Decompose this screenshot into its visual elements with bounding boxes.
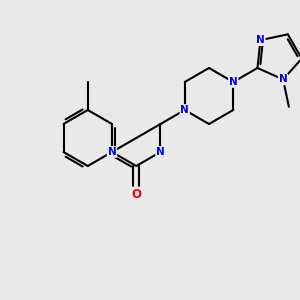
Text: N: N	[156, 147, 165, 157]
Text: N: N	[180, 105, 189, 115]
Text: N: N	[279, 74, 287, 84]
Text: N: N	[108, 147, 116, 157]
Text: N: N	[229, 77, 238, 87]
Text: O: O	[131, 188, 141, 200]
Text: N: N	[256, 35, 265, 45]
